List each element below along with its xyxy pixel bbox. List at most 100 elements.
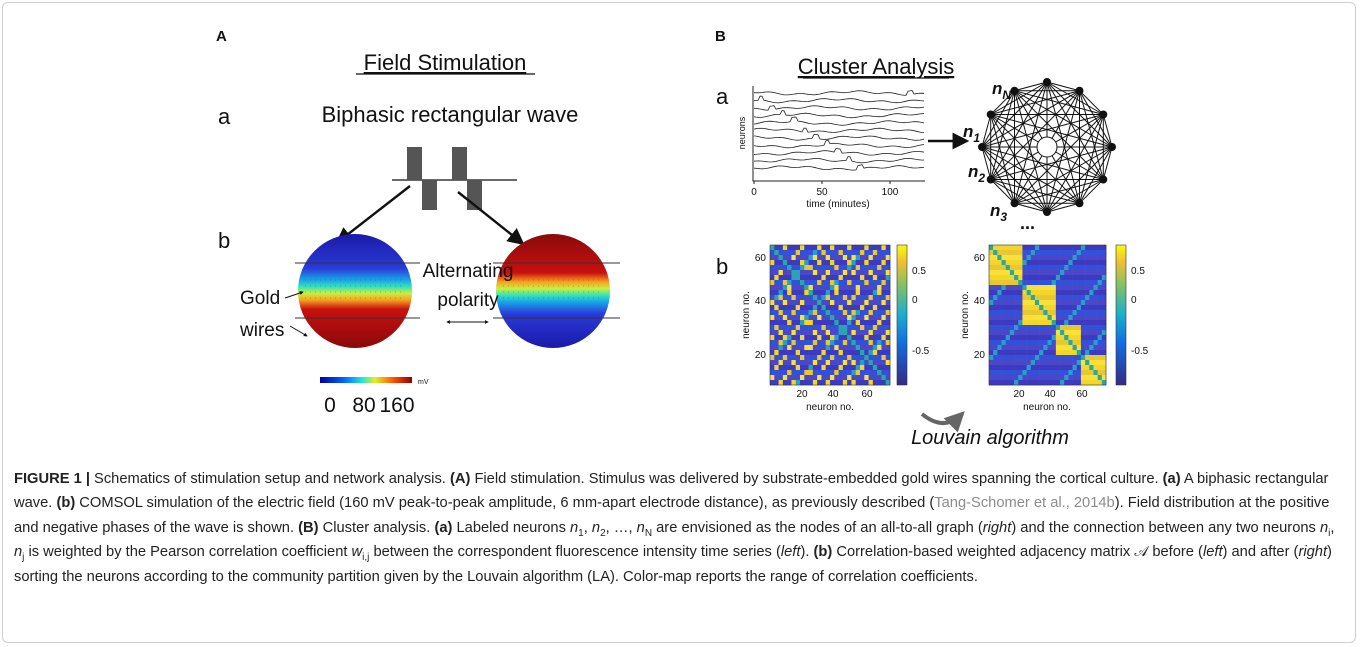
matrix-cell: [1085, 305, 1090, 311]
matrix-cell: [1026, 370, 1032, 376]
matrix-cell: [787, 255, 792, 261]
arrow: [284, 291, 304, 299]
matrix-cell: [821, 320, 827, 326]
matrix-cell: [778, 325, 784, 331]
matrix-cell: [1039, 355, 1044, 361]
matrix-cell: [1101, 355, 1107, 361]
matrix-cell: [872, 255, 878, 261]
matrix-cell: [817, 275, 822, 281]
matrix-cell: [1009, 295, 1015, 301]
edge: [1102, 114, 1113, 148]
matrix-cell: [1097, 370, 1103, 376]
matrix-cell: [1072, 245, 1078, 251]
matrix-cell: [1085, 330, 1090, 336]
matrix-cell: [1060, 295, 1065, 301]
matrix-cell: [1093, 285, 1098, 291]
matrix-cell: [1055, 250, 1061, 256]
matrix-cell: [1034, 365, 1040, 371]
matrix-cell: [1014, 365, 1019, 371]
matrix-cell: [1072, 305, 1078, 311]
matrix-cell: [1068, 300, 1073, 306]
matrix-cell: [778, 265, 784, 271]
matrix-cell: [855, 250, 861, 256]
citation-link[interactable]: Tang-Schomer et al., 2014b: [934, 495, 1115, 512]
caption-sub: i: [1328, 527, 1331, 539]
matrix-cell: [830, 320, 835, 326]
matrix-cell: [795, 275, 801, 281]
caption-text: ) and the connection between any two neu…: [1011, 519, 1320, 536]
matrix-cell: [877, 330, 882, 336]
caption-text: Field stimulation. Stimulus was delivere…: [470, 471, 1163, 487]
matrix-cell: [877, 245, 882, 251]
matrix-cell: [877, 345, 882, 351]
matrix-cell: [1005, 365, 1011, 371]
matrix-cell: [1080, 330, 1086, 336]
matrix-cell: [787, 265, 792, 271]
matrix-cell: [795, 300, 801, 306]
edge: [990, 90, 1015, 180]
matrix-cell: [1034, 255, 1040, 261]
matrix-cell: [1051, 320, 1057, 326]
matrix-cell: [1055, 265, 1061, 271]
matrix-cell: [834, 255, 839, 261]
matrix-cell: [1085, 380, 1090, 386]
matrix-cell: [800, 300, 805, 306]
matrix-cell: [774, 295, 779, 301]
colorbar-tick: 160: [379, 394, 414, 417]
matrix-cell: [1089, 250, 1094, 256]
matrix-cell: [800, 360, 805, 366]
matrix-cell: [872, 280, 878, 286]
matrix-cell: [1043, 350, 1048, 356]
matrix-cell: [1072, 350, 1078, 356]
matrix-cell: [817, 375, 822, 381]
matrix-cell: [855, 340, 861, 346]
matrix-cell: [855, 290, 861, 296]
matrix-border: [988, 244, 1107, 386]
matrix-cell: [1068, 295, 1073, 301]
matrix-cell: [1022, 365, 1027, 371]
matrix-cell: [821, 270, 827, 276]
matrix-cell: [877, 275, 882, 281]
matrix-cell: [851, 290, 857, 296]
matrix-cell: [800, 290, 805, 296]
matrix-cell: [989, 245, 994, 251]
matrix-cell: [1089, 285, 1094, 291]
matrix-cell: [791, 295, 797, 301]
matrix-cell: [808, 370, 814, 376]
matrix-cell: [1093, 260, 1098, 266]
matrix-cell: [774, 360, 779, 366]
matrix-cell: [851, 245, 857, 251]
matrix-cell: [830, 375, 835, 381]
matrix-cell: [864, 305, 869, 311]
matrix-cell: [868, 305, 874, 311]
matrix-cell: [1043, 355, 1048, 361]
matrix-cell: [1001, 360, 1007, 366]
matrix-cell: [804, 270, 809, 276]
matrix-cell: [885, 255, 891, 261]
matrix-cell: [872, 305, 878, 311]
matrix-cell: [787, 335, 792, 341]
matrix-cell: [847, 300, 852, 306]
matrix-cell: [885, 265, 891, 271]
matrix-cell: [1055, 290, 1061, 296]
matrix-cell: [1101, 365, 1107, 371]
matrix-cell: [1009, 330, 1015, 336]
matrix-cell: [1001, 330, 1007, 336]
matrix-cell: [1043, 245, 1048, 251]
matrix-cell: [868, 335, 874, 341]
matrix-cell: [860, 380, 865, 386]
matrix-cell: [989, 315, 994, 321]
matrix-cell: [1039, 245, 1044, 251]
matrix-cell: [791, 270, 797, 276]
matrix-cell: [1030, 330, 1036, 336]
matrix-cell: [1064, 365, 1069, 371]
edge: [981, 146, 1015, 204]
matrix-cell: [825, 345, 831, 351]
matrix-cell: [778, 270, 784, 276]
matrix-cell: [800, 325, 805, 331]
matrix-cell: [1047, 295, 1052, 301]
matrix-cell: [1043, 295, 1048, 301]
matrix-cell: [1039, 310, 1044, 316]
matrix-cell: [1064, 260, 1069, 266]
matrix-cell: [800, 310, 805, 316]
